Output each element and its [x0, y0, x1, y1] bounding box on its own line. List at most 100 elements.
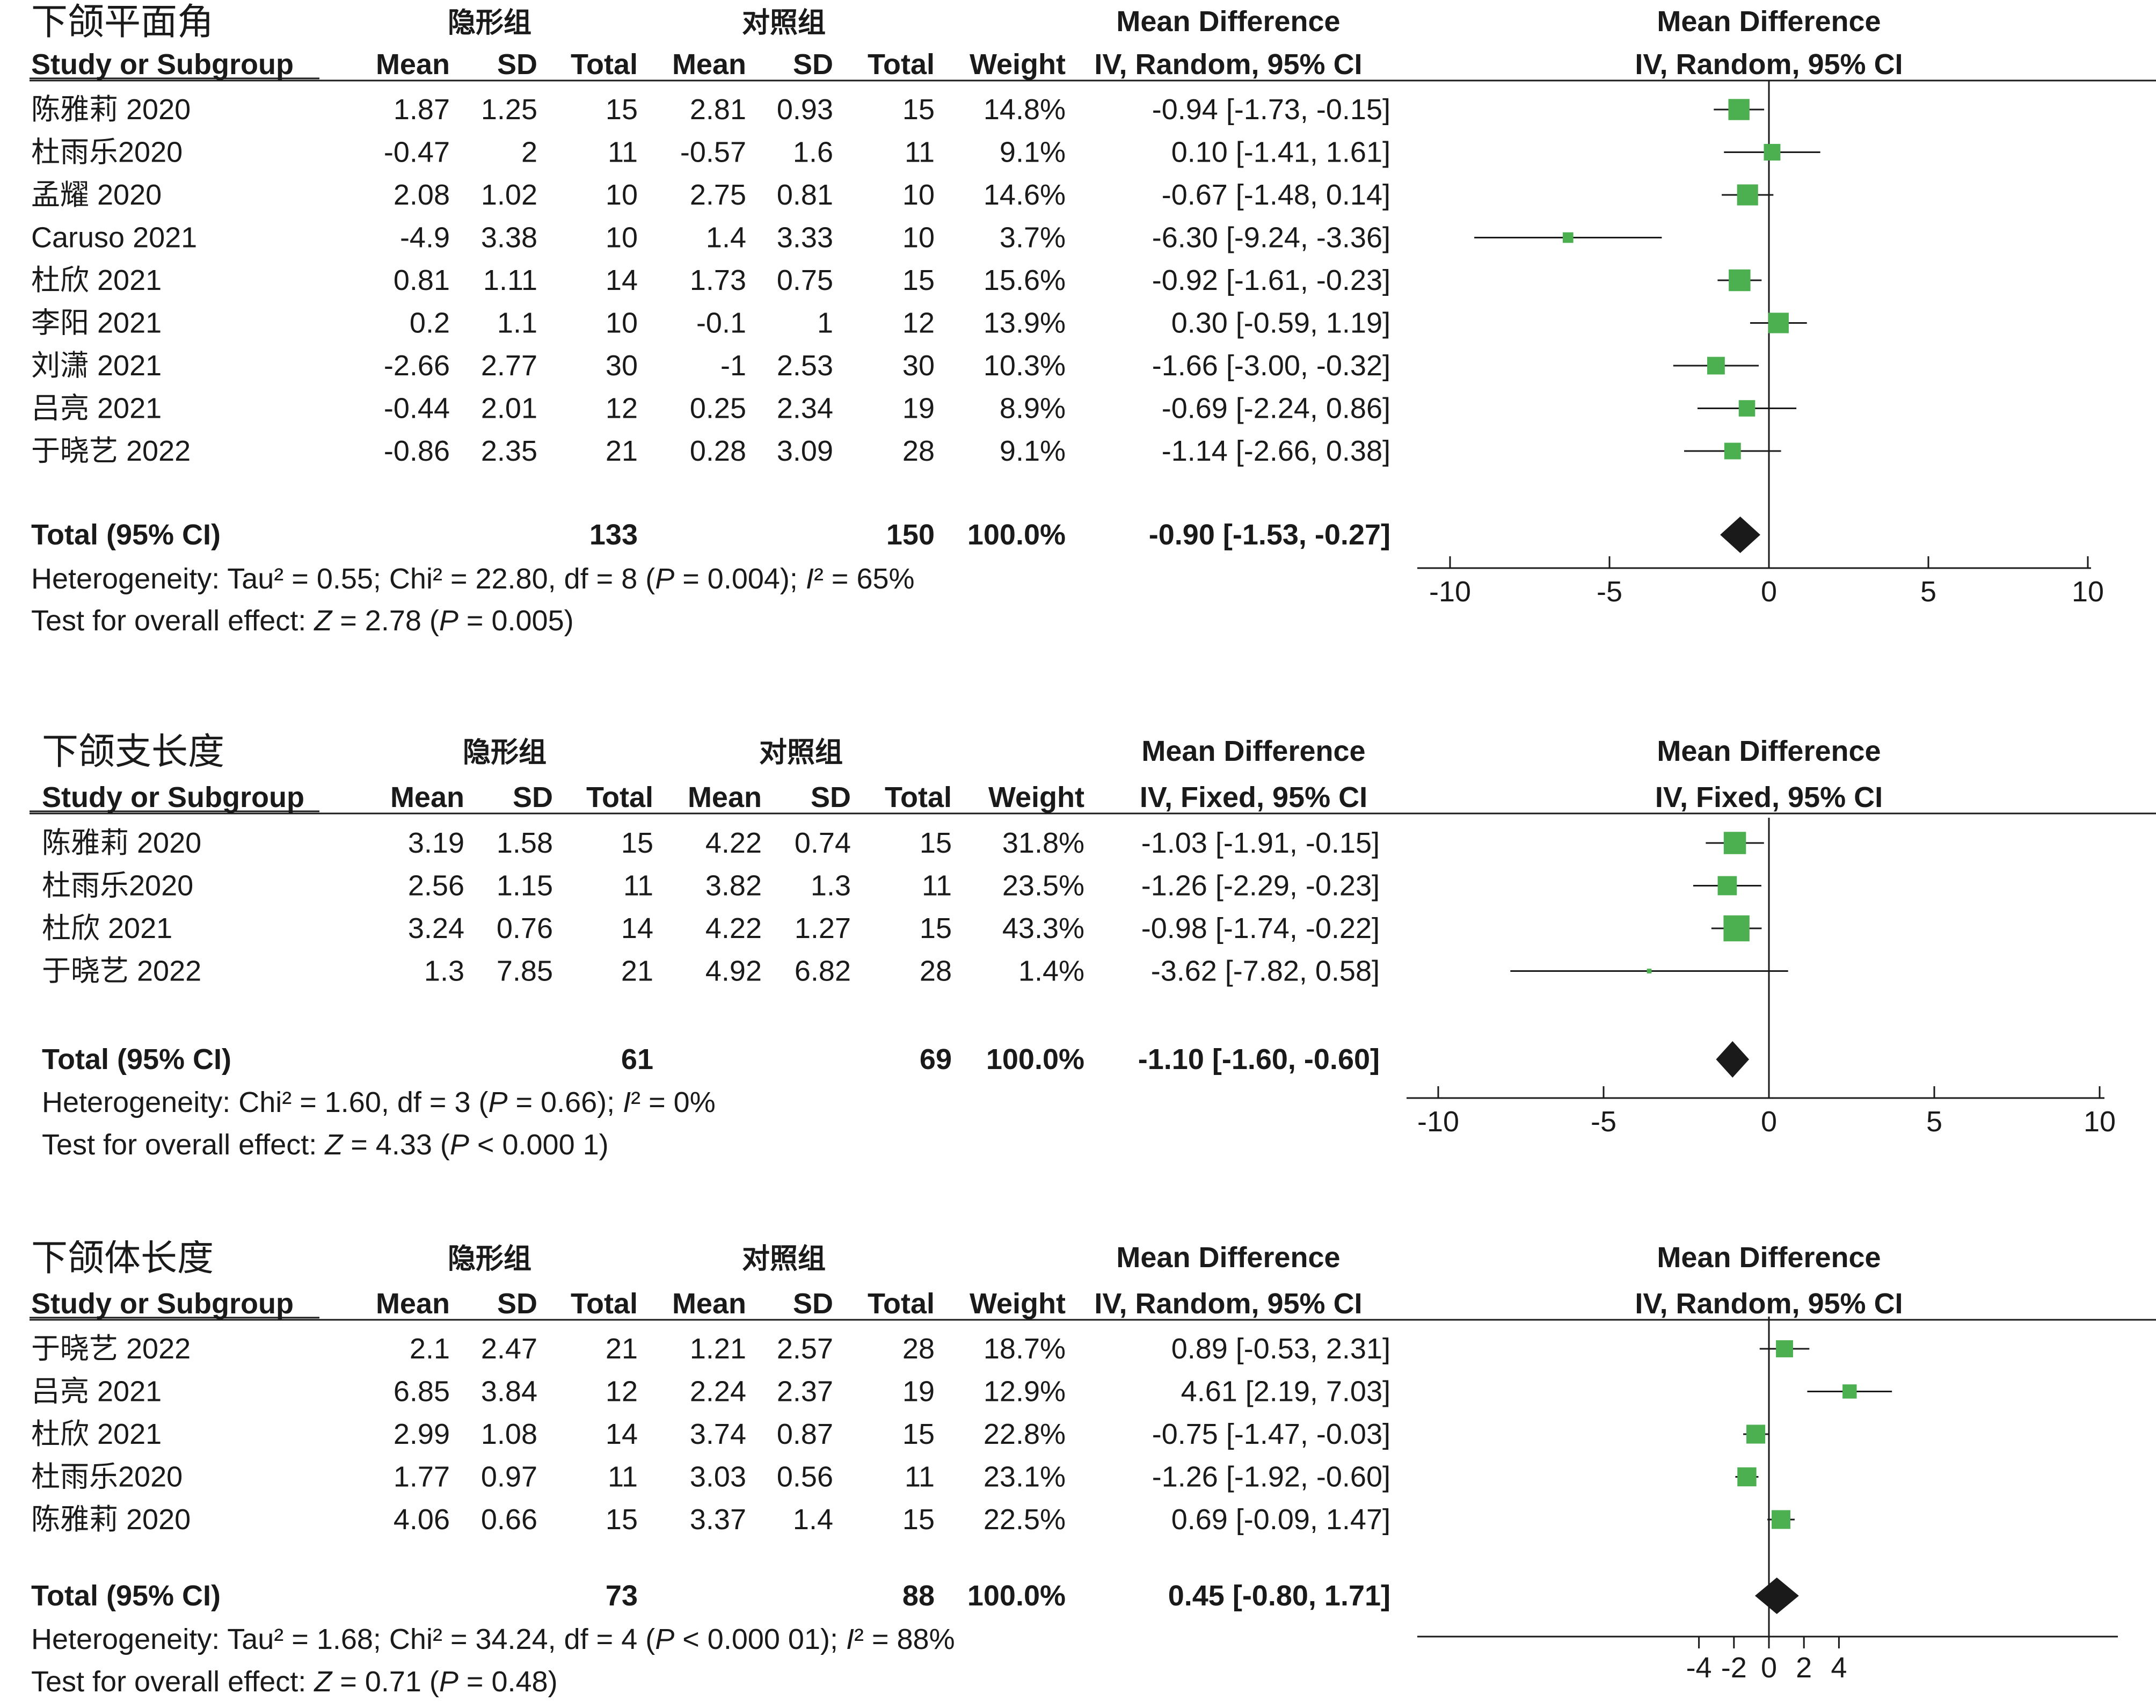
total-2: 12 — [902, 307, 935, 339]
study-row: 孟耀 2020 2.08 1.02 10 2.75 0.81 10 14.6% -0.67 [-… — [31, 179, 1774, 211]
effect-marker — [1724, 442, 1741, 460]
plot-header-top: Mean Difference — [1657, 5, 1881, 38]
mean-2: 3.03 — [690, 1461, 746, 1493]
mean-2: 2.81 — [690, 93, 746, 126]
header-sd-1: SD — [497, 48, 537, 81]
study-row: 陈雅莉 2020 4.06 0.66 15 3.37 1.4 15 22.5% 0.69 [-0… — [31, 1503, 1795, 1536]
header-sd-2: SD — [811, 781, 851, 813]
study-name: 于晓艺 2022 — [31, 1333, 191, 1365]
sd-1: 3.84 — [481, 1376, 537, 1408]
x-axis: -10 -5 0 5 10 — [1407, 1086, 2116, 1138]
mean-2: 3.74 — [690, 1418, 746, 1450]
total-2: 11 — [905, 136, 935, 169]
mean-2: 2.24 — [690, 1376, 746, 1408]
sd-2: 6.82 — [795, 955, 851, 987]
study-name: Caruso 2021 — [31, 222, 197, 254]
header-study: Study or Subgroup — [42, 781, 304, 813]
tick-label: 4 — [1831, 1652, 1847, 1684]
effect-marker — [1737, 184, 1758, 206]
mean-1: 3.24 — [408, 912, 464, 944]
header-mean-1: Mean — [390, 781, 464, 813]
total-1: 10 — [606, 179, 638, 211]
weight: 23.5% — [1002, 870, 1084, 902]
md-ci: -0.94 [-1.73, -0.15] — [1152, 93, 1390, 126]
effect-marker — [1738, 400, 1756, 417]
mean-1: -4.9 — [400, 222, 450, 254]
weight: 3.7% — [1000, 222, 1066, 254]
md-ci: -1.03 [-1.91, -0.15] — [1141, 827, 1380, 859]
tick-label: -5 — [1597, 576, 1622, 608]
effect-header-sub: IV, Random, 95% CI — [1094, 48, 1362, 81]
tick-label: -10 — [1417, 1106, 1459, 1138]
group2-header: 对照组 — [742, 6, 826, 39]
md-ci: -0.92 [-1.61, -0.23] — [1152, 264, 1390, 296]
effect-marker — [1723, 915, 1750, 942]
weight: 23.1% — [984, 1461, 1066, 1493]
sd-1: 7.85 — [497, 955, 553, 987]
sd-2: 3.09 — [777, 435, 833, 467]
total-2: 28 — [920, 955, 952, 987]
sd-1: 1.11 — [483, 264, 537, 296]
header-weight: Weight — [988, 781, 1084, 813]
total-1: 10 — [606, 307, 638, 339]
sd-1: 0.66 — [481, 1503, 537, 1536]
forest-plot-mandibular-body-length: 下颌体长度 隐形组 对照组 Mean Difference Mean Differenc… — [0, 1240, 2156, 1708]
effect-marker — [1776, 1340, 1793, 1357]
group2-header: 对照组 — [759, 736, 843, 769]
tick-label: 0 — [1761, 1652, 1777, 1684]
mean-2: 3.37 — [690, 1503, 746, 1536]
study-name: 杜欣 2021 — [31, 264, 162, 296]
mean-1: 2.56 — [408, 870, 464, 902]
pooled-diamond — [1720, 517, 1760, 553]
total-1: 21 — [606, 435, 638, 467]
mean-2: -0.57 — [680, 136, 746, 169]
effect-header-top: Mean Difference — [1116, 5, 1340, 38]
mean-1: -0.47 — [384, 136, 450, 169]
mean-1: 3.19 — [408, 827, 464, 859]
effect-marker — [1737, 1467, 1757, 1487]
plot-header-top: Mean Difference — [1657, 735, 1881, 767]
overall-effect-text: Test for overall effect: Z = 0.71 (P = 0… — [31, 1666, 558, 1698]
study-name: 吕亮 2021 — [31, 1376, 162, 1408]
md-ci: 0.69 [-0.09, 1.47] — [1171, 1503, 1390, 1536]
study-name: 陈雅莉 2020 — [31, 93, 191, 126]
md-ci: 0.89 [-0.53, 2.31] — [1171, 1333, 1390, 1365]
study-row: 陈雅莉 2020 1.87 1.25 15 2.81 0.93 15 14.8% -0.94 [… — [31, 93, 1765, 126]
total-2: 28 — [902, 435, 935, 467]
study-row: 杜欣 2021 3.24 0.76 14 4.22 1.27 15 43.3% -0.98 [-… — [42, 912, 1762, 944]
md-ci: -1.26 [-1.92, -0.60] — [1152, 1461, 1390, 1493]
forest-plot-mandibular-plane-angle: 下颌平面角 隐形组 对照组 Mean Difference Mean Differenc… — [0, 0, 2156, 666]
header-sd-2: SD — [793, 1288, 833, 1320]
total-2: 11 — [922, 870, 952, 902]
total-1: 11 — [623, 870, 653, 902]
mean-1: 1.77 — [394, 1461, 450, 1493]
total-1: 15 — [606, 1503, 638, 1536]
total-n1: 73 — [606, 1580, 638, 1612]
sd-2: 0.56 — [777, 1461, 833, 1493]
mean-1: 0.81 — [394, 264, 450, 296]
mean-1: 0.2 — [410, 307, 450, 339]
mean-2: 1.21 — [690, 1333, 746, 1365]
study-row: 于晓艺 2022 2.1 2.47 21 1.21 2.57 28 18.7% 0.89 [-0… — [31, 1333, 1810, 1365]
plot-title: 下颌平面角 — [31, 1, 214, 43]
sd-2: 0.74 — [795, 827, 851, 859]
sd-2: 1 — [817, 307, 833, 339]
total-2: 11 — [905, 1461, 935, 1493]
group1-header: 隐形组 — [463, 736, 547, 769]
mean-2: 0.28 — [690, 435, 746, 467]
effect-marker — [1723, 832, 1746, 854]
sd-1: 1.02 — [481, 179, 537, 211]
study-row: 杜雨乐2020 2.56 1.15 11 3.82 1.3 11 23.5% -1.26 [-2… — [42, 870, 1761, 902]
sd-2: 2.37 — [777, 1376, 833, 1408]
heterogeneity-text: Heterogeneity: Tau² = 1.68; Chi² = 34.24… — [31, 1623, 955, 1655]
total-1: 30 — [606, 350, 638, 382]
total-n1: 61 — [621, 1043, 653, 1075]
study-row: 吕亮 2021 6.85 3.84 12 2.24 2.37 19 12.9% 4.61 [2.… — [31, 1376, 1892, 1408]
total-2: 15 — [902, 93, 935, 126]
sd-1: 2.01 — [481, 393, 537, 425]
sd-1: 2.47 — [481, 1333, 537, 1365]
mean-2: 1.4 — [706, 222, 746, 254]
effect-marker — [1728, 99, 1750, 120]
study-row: 刘潇 2021 -2.66 2.77 30 -1 2.53 30 10.3% -1.66 [-3… — [31, 350, 1759, 382]
plot-title: 下颌支长度 — [42, 733, 224, 773]
